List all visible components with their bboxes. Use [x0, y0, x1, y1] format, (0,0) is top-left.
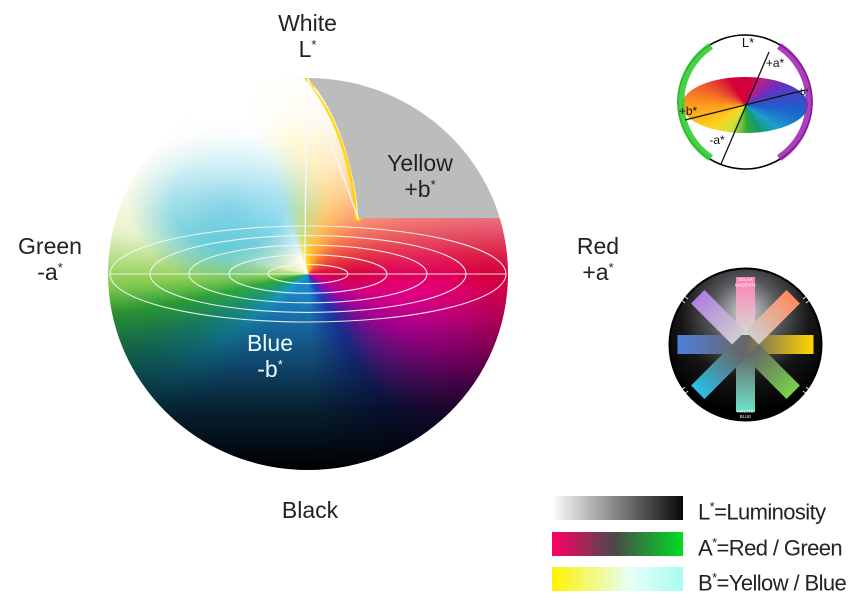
svg-text:+a*: +a* — [766, 56, 785, 70]
svg-text:L*: L* — [742, 35, 754, 50]
svg-text:-b*: -b* — [797, 87, 809, 97]
svg-text:BLUE: BLUE — [740, 414, 751, 419]
svg-text:-a*: -a* — [709, 133, 725, 147]
svg-text:+b*: +b* — [679, 104, 698, 118]
svg-text:MAGENTA: MAGENTA — [735, 283, 756, 288]
svg-text:SOLAR: SOLAR — [738, 277, 753, 282]
